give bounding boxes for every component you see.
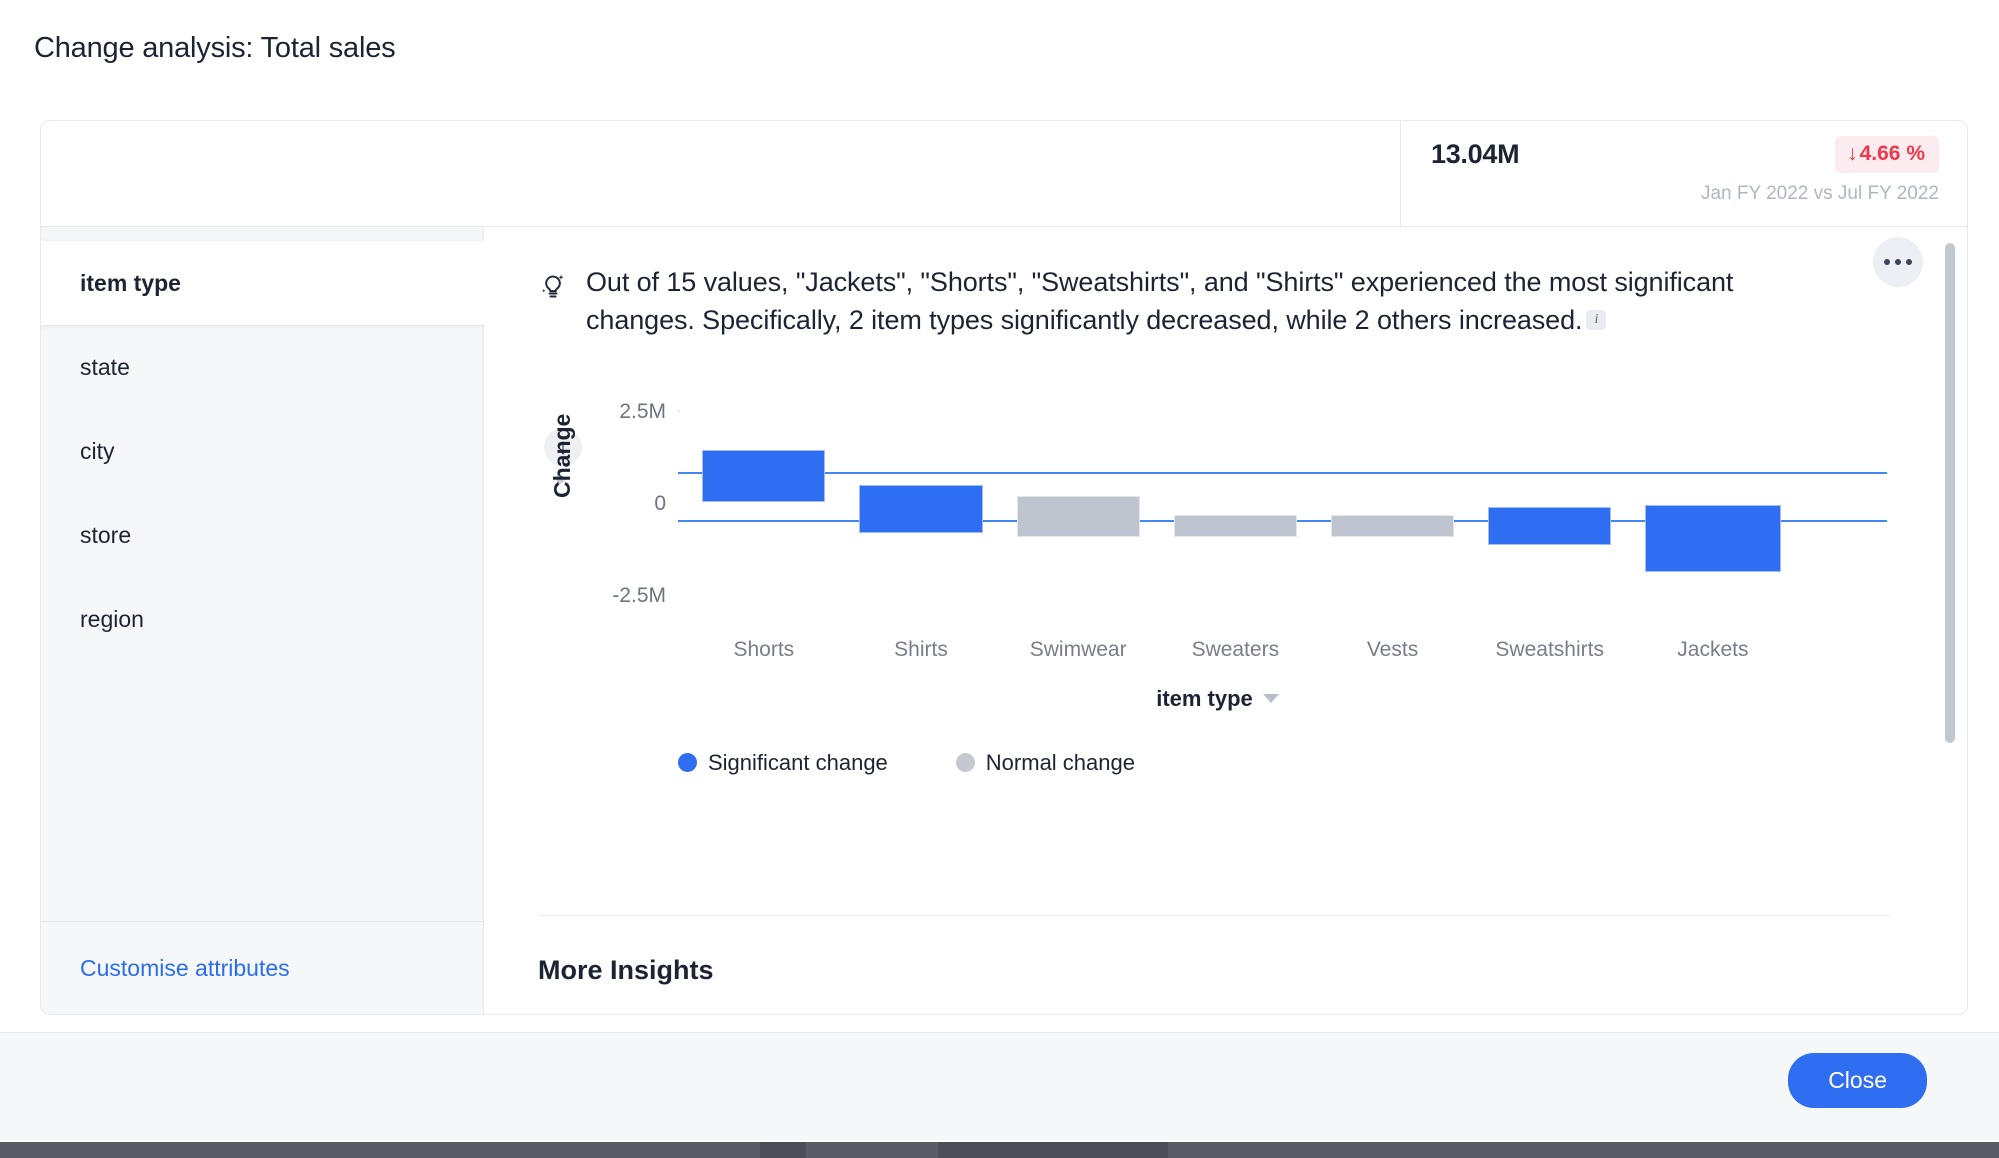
x-axis-title-label: item type — [1156, 685, 1253, 711]
more-insights-heading: More Insights — [538, 955, 714, 985]
dialog-header: 13.04M ↓4.66 % Jan FY 2022 vs Jul FY 202… — [41, 121, 1967, 226]
kpi-comparison-period: Jan FY 2022 vs Jul FY 2022 — [1700, 183, 1939, 204]
x-tick-label: Sweaters — [1191, 637, 1280, 661]
chart-plot-area — [678, 409, 1887, 630]
sidebar-item-region[interactable]: region — [41, 577, 483, 661]
chart-legend: Significant change Normal change — [678, 750, 1135, 776]
chevron-down-icon[interactable] — [1262, 693, 1279, 703]
sidebar-item-store[interactable]: store — [41, 493, 483, 577]
x-tick-label: Swimwear — [1029, 637, 1127, 661]
sidebar-item-label: city — [80, 437, 115, 464]
insight-content-pane: Out of 15 values, "Jackets", "Shorts", "… — [484, 227, 1967, 1014]
sort-descending-button[interactable]: ↓ — [544, 427, 582, 466]
attribute-sidebar: item type state city store region — [41, 227, 511, 1014]
dialog-body: item type state city store region — [41, 226, 1967, 1014]
kpi-value: 13.04M — [1431, 139, 1520, 169]
arrow-down-icon: ↓ — [1847, 142, 1858, 165]
y-tick-label: 0 — [654, 491, 666, 515]
bar-jackets[interactable] — [1645, 504, 1781, 572]
sidebar-item-label: region — [80, 605, 144, 632]
bar-sweaters[interactable] — [1173, 514, 1297, 537]
bar-sweatshirts[interactable] — [1488, 506, 1612, 545]
bar-shirts[interactable] — [859, 484, 983, 533]
insight-sentence: Out of 15 values, "Jackets", "Shorts", "… — [586, 267, 1734, 336]
kebab-dot — [1884, 259, 1890, 265]
insight-text: Out of 15 values, "Jackets", "Shorts", "… — [586, 263, 1777, 340]
lightbulb-sparkle-icon — [538, 263, 568, 340]
change-analysis-dialog: 13.04M ↓4.66 % Jan FY 2022 vs Jul FY 202… — [40, 120, 1968, 1015]
close-button[interactable]: Close — [1788, 1053, 1927, 1108]
x-axis-title[interactable]: item type — [538, 686, 1897, 712]
x-tick-label: Shorts — [733, 637, 795, 661]
chevron-right-icon[interactable] — [557, 471, 567, 486]
sidebar-item-label: state — [80, 353, 130, 380]
legend-label: Normal change — [985, 749, 1135, 775]
header-left-blank — [41, 121, 1401, 226]
bar-swimwear[interactable] — [1016, 495, 1140, 537]
info-icon[interactable]: i — [1586, 310, 1607, 331]
x-tick-label: Sweatshirts — [1495, 637, 1604, 661]
x-tick-label: Vests — [1366, 637, 1419, 661]
sidebar-item-state[interactable]: state — [41, 325, 483, 409]
kebab-dot — [1906, 259, 1912, 265]
content-inner: Out of 15 values, "Jackets", "Shorts", "… — [484, 227, 1967, 775]
y-axis-title: Change — [549, 413, 575, 498]
bar-shorts[interactable] — [702, 449, 826, 502]
insight-options-button[interactable] — [1873, 237, 1923, 287]
kebab-dot — [1895, 259, 1901, 265]
taskbar-segment — [760, 1142, 806, 1158]
legend-swatch-icon — [955, 753, 975, 773]
y-tick-label: -2.5M — [612, 583, 666, 607]
dialog-footer: Close — [0, 1032, 1999, 1140]
sidebar-item-label: item type — [80, 269, 181, 296]
sidebar-item-city[interactable]: city — [41, 409, 483, 493]
legend-label: Significant change — [708, 749, 888, 775]
page-title: Change analysis: Total sales — [34, 32, 396, 64]
section-divider — [538, 915, 1891, 916]
sidebar-footer: Customise attributes — [41, 921, 483, 1014]
x-tick-label: Jackets — [1677, 637, 1749, 661]
legend-item-normal-change[interactable]: Normal change — [955, 749, 1135, 776]
upper-confidence-line — [678, 471, 1887, 474]
y-axis-ticks: 2.5M 0 -2.5M — [588, 400, 666, 630]
content-scrollbar-track[interactable] — [1945, 235, 1961, 1007]
x-axis-tick-labels: Shorts Shirts Swimwear Sweaters Vests Sw… — [678, 638, 1887, 668]
bar-vests[interactable] — [1330, 514, 1455, 537]
taskbar-segment — [938, 1142, 1168, 1158]
kpi-summary: 13.04M ↓4.66 % Jan FY 2022 vs Jul FY 202… — [1401, 121, 1967, 226]
content-scrollbar-thumb[interactable] — [1945, 243, 1955, 743]
kpi-change-badge: ↓4.66 % — [1835, 136, 1939, 173]
customise-attributes-link[interactable]: Customise attributes — [80, 955, 290, 981]
x-tick-label: Shirts — [894, 637, 948, 661]
change-waterfall-chart: ↓ Change 2.5M 0 -2.5M — [538, 400, 1897, 775]
kpi-change-value: 4.66 % — [1859, 142, 1925, 165]
sidebar-item-item-type[interactable]: item type — [41, 241, 511, 325]
insight-block: Out of 15 values, "Jackets", "Shorts", "… — [538, 263, 1897, 340]
sidebar-item-label: store — [80, 521, 132, 548]
y-tick-label: 2.5M — [619, 399, 666, 423]
legend-item-significant-change[interactable]: Significant change — [678, 750, 888, 776]
os-taskbar-strip — [0, 1142, 1999, 1158]
legend-swatch-icon — [678, 753, 697, 773]
attribute-list: item type state city store region — [41, 227, 511, 921]
